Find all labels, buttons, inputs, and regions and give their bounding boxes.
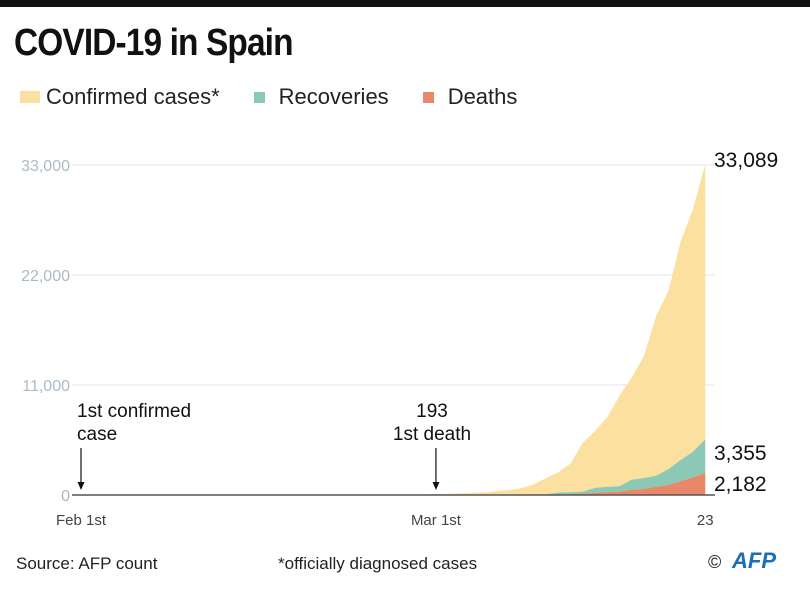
legend: Confirmed cases* Recoveries Deaths — [20, 84, 551, 110]
top-bar — [0, 0, 810, 7]
chart-title: COVID-19 in Spain — [14, 22, 294, 64]
copyright-symbol: © — [708, 552, 722, 572]
deaths-area — [81, 473, 706, 495]
x-tick-label: 23 — [697, 512, 714, 529]
legend-label: Confirmed cases* — [46, 84, 220, 109]
arrow-head-icon — [77, 482, 85, 490]
y-tick-label: 11,000 — [22, 378, 70, 395]
legend-item-recoveries: Recoveries — [253, 84, 389, 110]
legend-swatch — [422, 91, 434, 103]
source-note: Source: AFP count — [16, 554, 158, 573]
annotation-first-death: 1st death — [393, 424, 471, 445]
end-value-label: 3,355 — [714, 442, 767, 465]
y-tick-label: 0 — [61, 488, 70, 505]
legend-swatch — [20, 91, 40, 103]
afp-logo: AFP — [732, 548, 776, 573]
legend-item-confirmed: Confirmed cases* — [20, 84, 220, 110]
end-value-label: 33,089 — [714, 149, 778, 172]
legend-label: Deaths — [447, 84, 518, 109]
x-tick-label: Feb 1st — [56, 512, 107, 529]
arrow-head-icon — [432, 482, 440, 490]
annotation-first-case: 1st confirmed — [77, 401, 191, 422]
y-tick-label: 22,000 — [21, 268, 70, 285]
x-tick-label: Mar 1st — [411, 512, 462, 529]
annotation-first-death: 193 — [416, 401, 448, 422]
footnote: *officially diagnosed cases — [278, 554, 478, 573]
confirmed-area — [81, 164, 706, 496]
end-value-label: 2,182 — [714, 473, 767, 496]
annotation-first-case: case — [77, 424, 117, 445]
legend-swatch — [253, 91, 265, 103]
legend-label: Recoveries — [278, 84, 389, 109]
y-tick-label: 33,000 — [21, 158, 70, 175]
legend-item-deaths: Deaths — [422, 84, 518, 110]
